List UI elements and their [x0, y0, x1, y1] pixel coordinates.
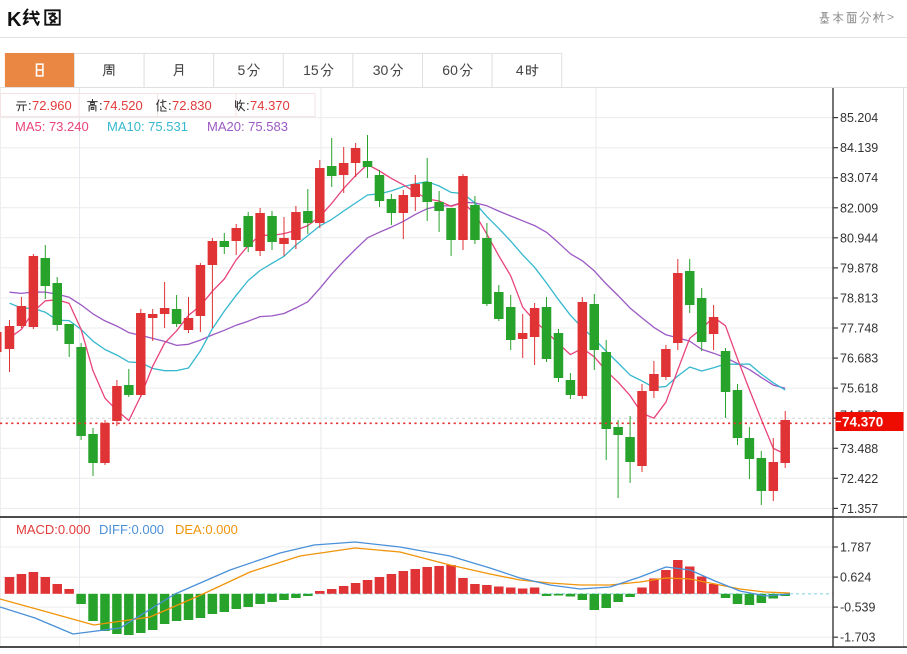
- svg-text:72.422: 72.422: [840, 472, 878, 486]
- svg-text:15: 15: [303, 62, 319, 78]
- svg-text:82.009: 82.009: [840, 201, 878, 215]
- svg-text::: :: [99, 98, 103, 113]
- svg-text::: :: [246, 98, 250, 113]
- svg-text:-0.539: -0.539: [840, 601, 875, 615]
- svg-text:MA20: 75.583: MA20: 75.583: [207, 119, 288, 134]
- svg-text:84.139: 84.139: [840, 141, 878, 155]
- svg-text:80.944: 80.944: [840, 231, 878, 245]
- svg-text:>: >: [887, 10, 894, 24]
- svg-text:MA5: 73.240: MA5: 73.240: [15, 119, 89, 134]
- svg-text:30: 30: [373, 62, 389, 78]
- svg-text:60: 60: [442, 62, 458, 78]
- svg-text:71.357: 71.357: [840, 502, 878, 516]
- svg-text:4: 4: [516, 62, 524, 78]
- svg-text:85.204: 85.204: [840, 111, 878, 125]
- svg-text:77.748: 77.748: [840, 322, 878, 336]
- svg-text:72.830: 72.830: [172, 98, 212, 113]
- svg-text:MA10: 75.531: MA10: 75.531: [107, 119, 188, 134]
- svg-text:74.370: 74.370: [842, 415, 883, 430]
- svg-text:76.683: 76.683: [840, 352, 878, 366]
- svg-text:DEA:0.000: DEA:0.000: [175, 522, 238, 537]
- svg-text:1.787: 1.787: [840, 541, 871, 555]
- svg-text:K: K: [7, 9, 22, 31]
- svg-text:74.520: 74.520: [103, 98, 143, 113]
- svg-text:78.813: 78.813: [840, 292, 878, 306]
- svg-text:79.878: 79.878: [840, 261, 878, 275]
- svg-text:0.624: 0.624: [840, 571, 871, 585]
- svg-text:5: 5: [238, 62, 246, 78]
- svg-text:-1.703: -1.703: [840, 631, 875, 645]
- svg-text:72.960: 72.960: [32, 98, 72, 113]
- svg-text:75.618: 75.618: [840, 382, 878, 396]
- svg-text:74.370: 74.370: [250, 98, 290, 113]
- svg-text:MACD:0.000: MACD:0.000: [16, 522, 90, 537]
- svg-text:73.488: 73.488: [840, 442, 878, 456]
- svg-text:83.074: 83.074: [840, 171, 878, 185]
- svg-text::: :: [168, 98, 172, 113]
- svg-text:DIFF:0.000: DIFF:0.000: [99, 522, 164, 537]
- svg-text::: :: [28, 98, 32, 113]
